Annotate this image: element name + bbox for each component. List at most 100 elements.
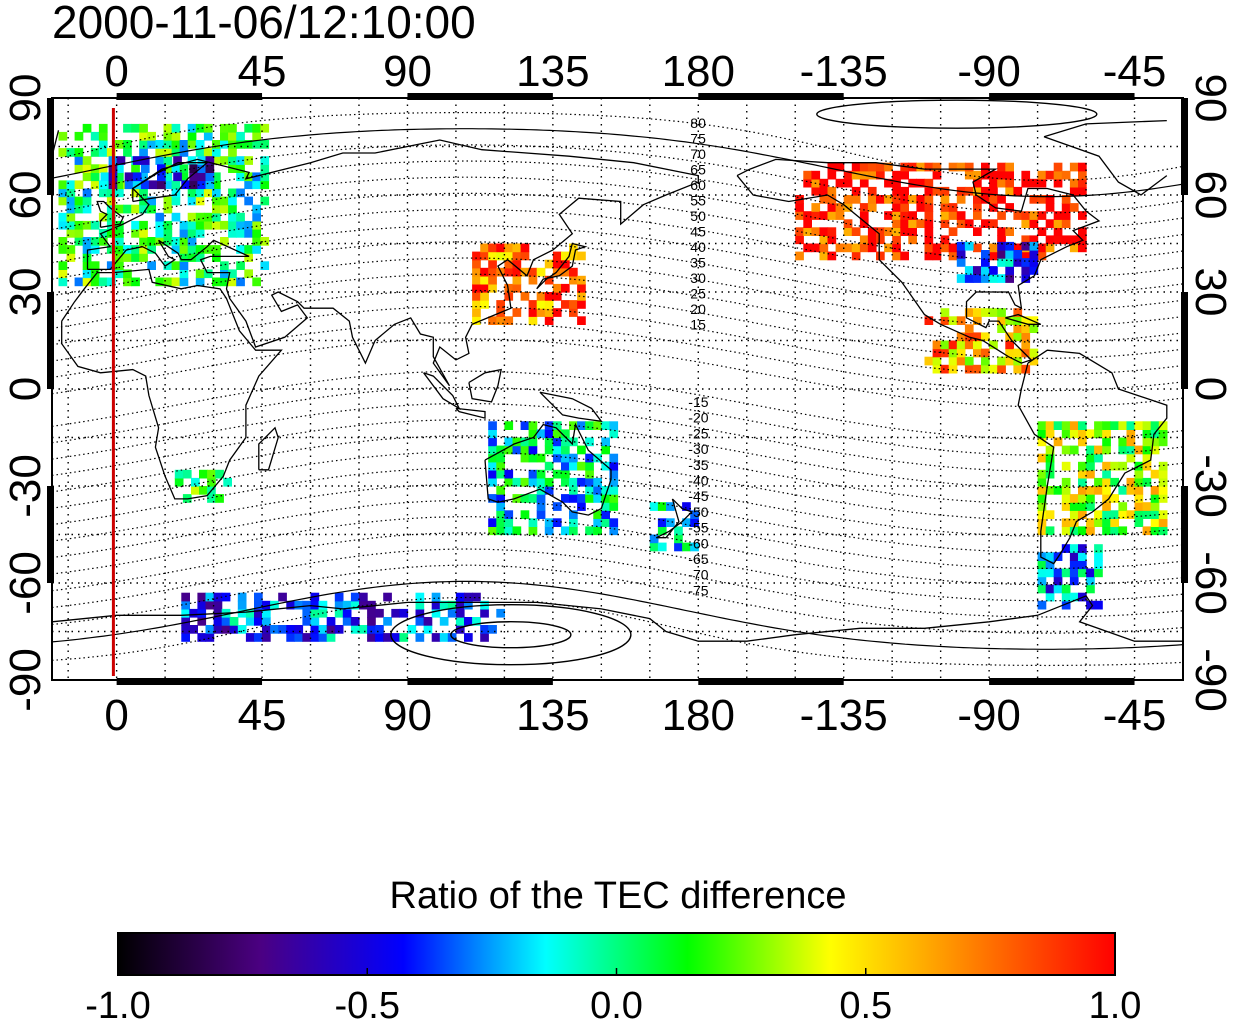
data-cell [197, 592, 207, 602]
data-cell [155, 277, 165, 287]
data-cell [876, 162, 885, 172]
data-cell [609, 421, 619, 430]
data-cell [512, 267, 522, 277]
data-cell [585, 486, 594, 495]
data-cell [843, 170, 853, 180]
data-cell [973, 195, 982, 204]
data-cell [187, 212, 197, 222]
data-cell [1037, 526, 1047, 536]
right-latitude-label: 60 [1186, 171, 1235, 220]
data-cell [203, 220, 213, 230]
colorbar-tick-labels: -1.0 -0.5 0.0 0.5 1.0 [85, 968, 1141, 1024]
data-cell [472, 275, 481, 285]
data-cell [1013, 316, 1023, 325]
data-cell [163, 172, 173, 182]
data-region-central-america [924, 308, 1039, 374]
data-cell [997, 235, 1006, 245]
data-cell [1094, 486, 1103, 495]
data-cell [123, 148, 132, 157]
data-cell [189, 172, 198, 182]
mlat-contour [51, 128, 1184, 198]
data-cell [504, 469, 514, 479]
data-cell [197, 608, 207, 618]
data-cell [334, 592, 344, 602]
data-cell [561, 461, 570, 471]
data-cell [1021, 332, 1031, 342]
lat-lon-grid [52, 98, 1184, 680]
data-cell [867, 227, 877, 236]
contour-label-north: 70 [690, 146, 706, 162]
data-cell [1029, 266, 1039, 275]
data-cell [1094, 544, 1103, 553]
data-cell [601, 494, 610, 503]
data-cell [245, 617, 255, 626]
data-cell [997, 178, 1006, 188]
data-cell [262, 608, 271, 618]
data-cell [1126, 486, 1136, 495]
data-cell [205, 156, 215, 165]
right-latitude-label: 30 [1186, 268, 1235, 317]
data-cell [585, 494, 594, 503]
data-cell [956, 211, 966, 220]
data-cell [924, 178, 934, 188]
data-cell [956, 219, 966, 228]
data-cell [270, 625, 279, 634]
data-cell [1029, 356, 1039, 366]
data-cell [997, 162, 1006, 172]
data-cell [544, 445, 554, 455]
mlat-contour [51, 580, 1184, 650]
bottom-longitude-label: -135 [800, 691, 888, 740]
data-cell [455, 625, 465, 634]
data-cell [359, 625, 368, 634]
data-cell [682, 518, 691, 527]
data-cell [423, 625, 433, 634]
data-cell [179, 164, 189, 173]
data-cell [1094, 429, 1103, 439]
top-axis-bar [407, 93, 553, 100]
data-cell [536, 292, 546, 301]
contour-label-south: -50 [688, 504, 708, 520]
data-cell [1102, 502, 1111, 511]
data-cell [940, 348, 950, 358]
data-cell [585, 477, 594, 487]
data-cell [1005, 241, 1014, 251]
data-cell [106, 196, 116, 206]
data-cell [116, 156, 126, 165]
data-cell [174, 477, 184, 487]
data-cell [66, 212, 76, 222]
data-cell [981, 308, 990, 317]
data-cell [973, 211, 982, 220]
data-cell [262, 625, 271, 634]
data-cell [1037, 568, 1047, 578]
data-cell [98, 180, 108, 190]
left-axis-bar [47, 486, 54, 583]
data-cell [367, 617, 376, 626]
coastline [51, 595, 1183, 642]
data-cell [1078, 502, 1087, 511]
data-cell [932, 340, 942, 350]
data-cell [504, 243, 514, 253]
data-cell [155, 220, 165, 230]
data-cell [334, 608, 344, 618]
data-cell [1053, 162, 1063, 172]
bottom-longitude-label: 180 [662, 691, 735, 740]
data-cell [1005, 340, 1014, 350]
data-cell [1021, 211, 1031, 220]
right-axis-bar [1181, 98, 1188, 195]
data-cell [252, 131, 261, 141]
data-cell [131, 123, 140, 133]
data-cell [1005, 250, 1014, 259]
data-cell [577, 502, 586, 511]
top-longitude-label: -45 [1103, 47, 1167, 96]
data-cell [123, 123, 132, 133]
data-cell [1134, 486, 1144, 495]
data-cell [1005, 162, 1014, 172]
data-cell [593, 494, 602, 503]
data-cell [544, 477, 554, 487]
data-cell [1078, 461, 1087, 471]
data-cell [1037, 178, 1047, 188]
data-cell [867, 195, 877, 204]
data-cell [228, 229, 237, 238]
data-cell [1094, 510, 1103, 519]
data-cell [90, 220, 100, 230]
